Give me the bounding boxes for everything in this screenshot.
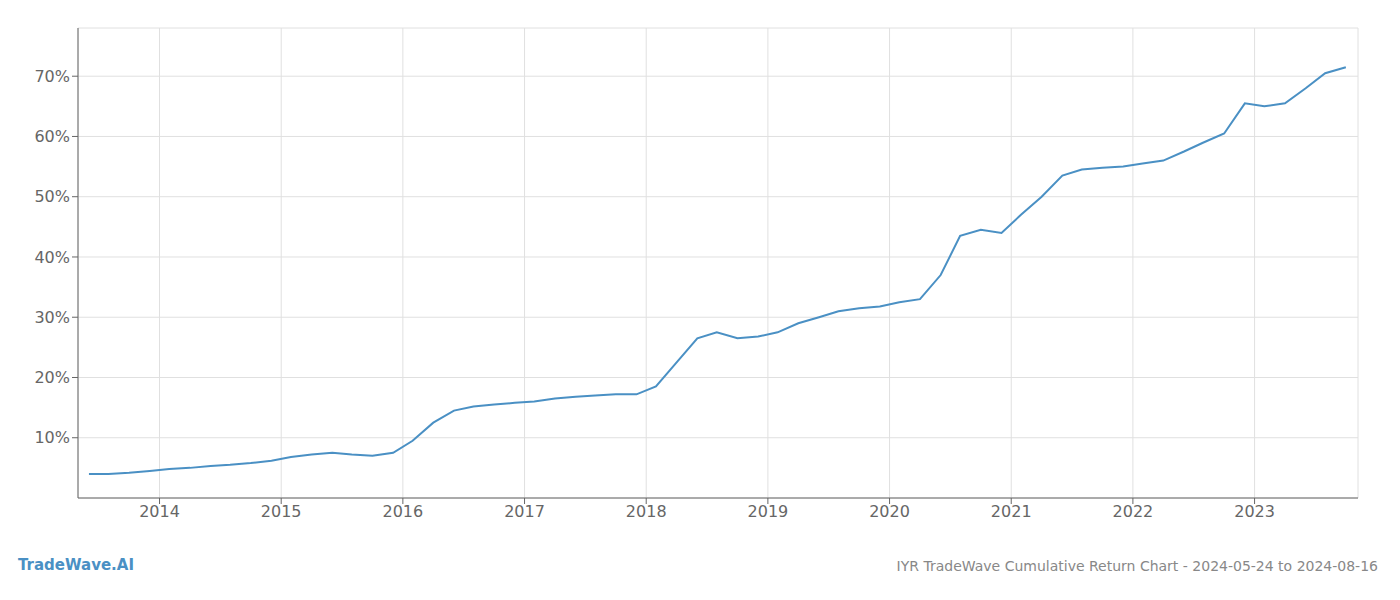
svg-text:70%: 70% [34, 67, 70, 86]
svg-text:50%: 50% [34, 187, 70, 206]
svg-text:20%: 20% [34, 368, 70, 387]
html-text:TradeWave.AI: TradeWave.AI [18, 556, 134, 574]
svg-text:2023: 2023 [1234, 502, 1275, 521]
svg-text:2020: 2020 [869, 502, 910, 521]
svg-text:2017: 2017 [504, 502, 545, 521]
svg-text:2021: 2021 [991, 502, 1032, 521]
svg-text:2019: 2019 [748, 502, 789, 521]
svg-text:2015: 2015 [261, 502, 302, 521]
svg-text:30%: 30% [34, 308, 70, 327]
svg-text:40%: 40% [34, 248, 70, 267]
svg-text:10%: 10% [34, 428, 70, 447]
svg-text:60%: 60% [34, 127, 70, 146]
svg-text:2014: 2014 [139, 502, 180, 521]
html-text:IYR TradeWave Cumulative Retur: IYR TradeWave Cumulative Return Chart - … [896, 558, 1378, 574]
svg-text:2018: 2018 [626, 502, 667, 521]
svg-text:2016: 2016 [383, 502, 424, 521]
svg-text:2022: 2022 [1113, 502, 1154, 521]
